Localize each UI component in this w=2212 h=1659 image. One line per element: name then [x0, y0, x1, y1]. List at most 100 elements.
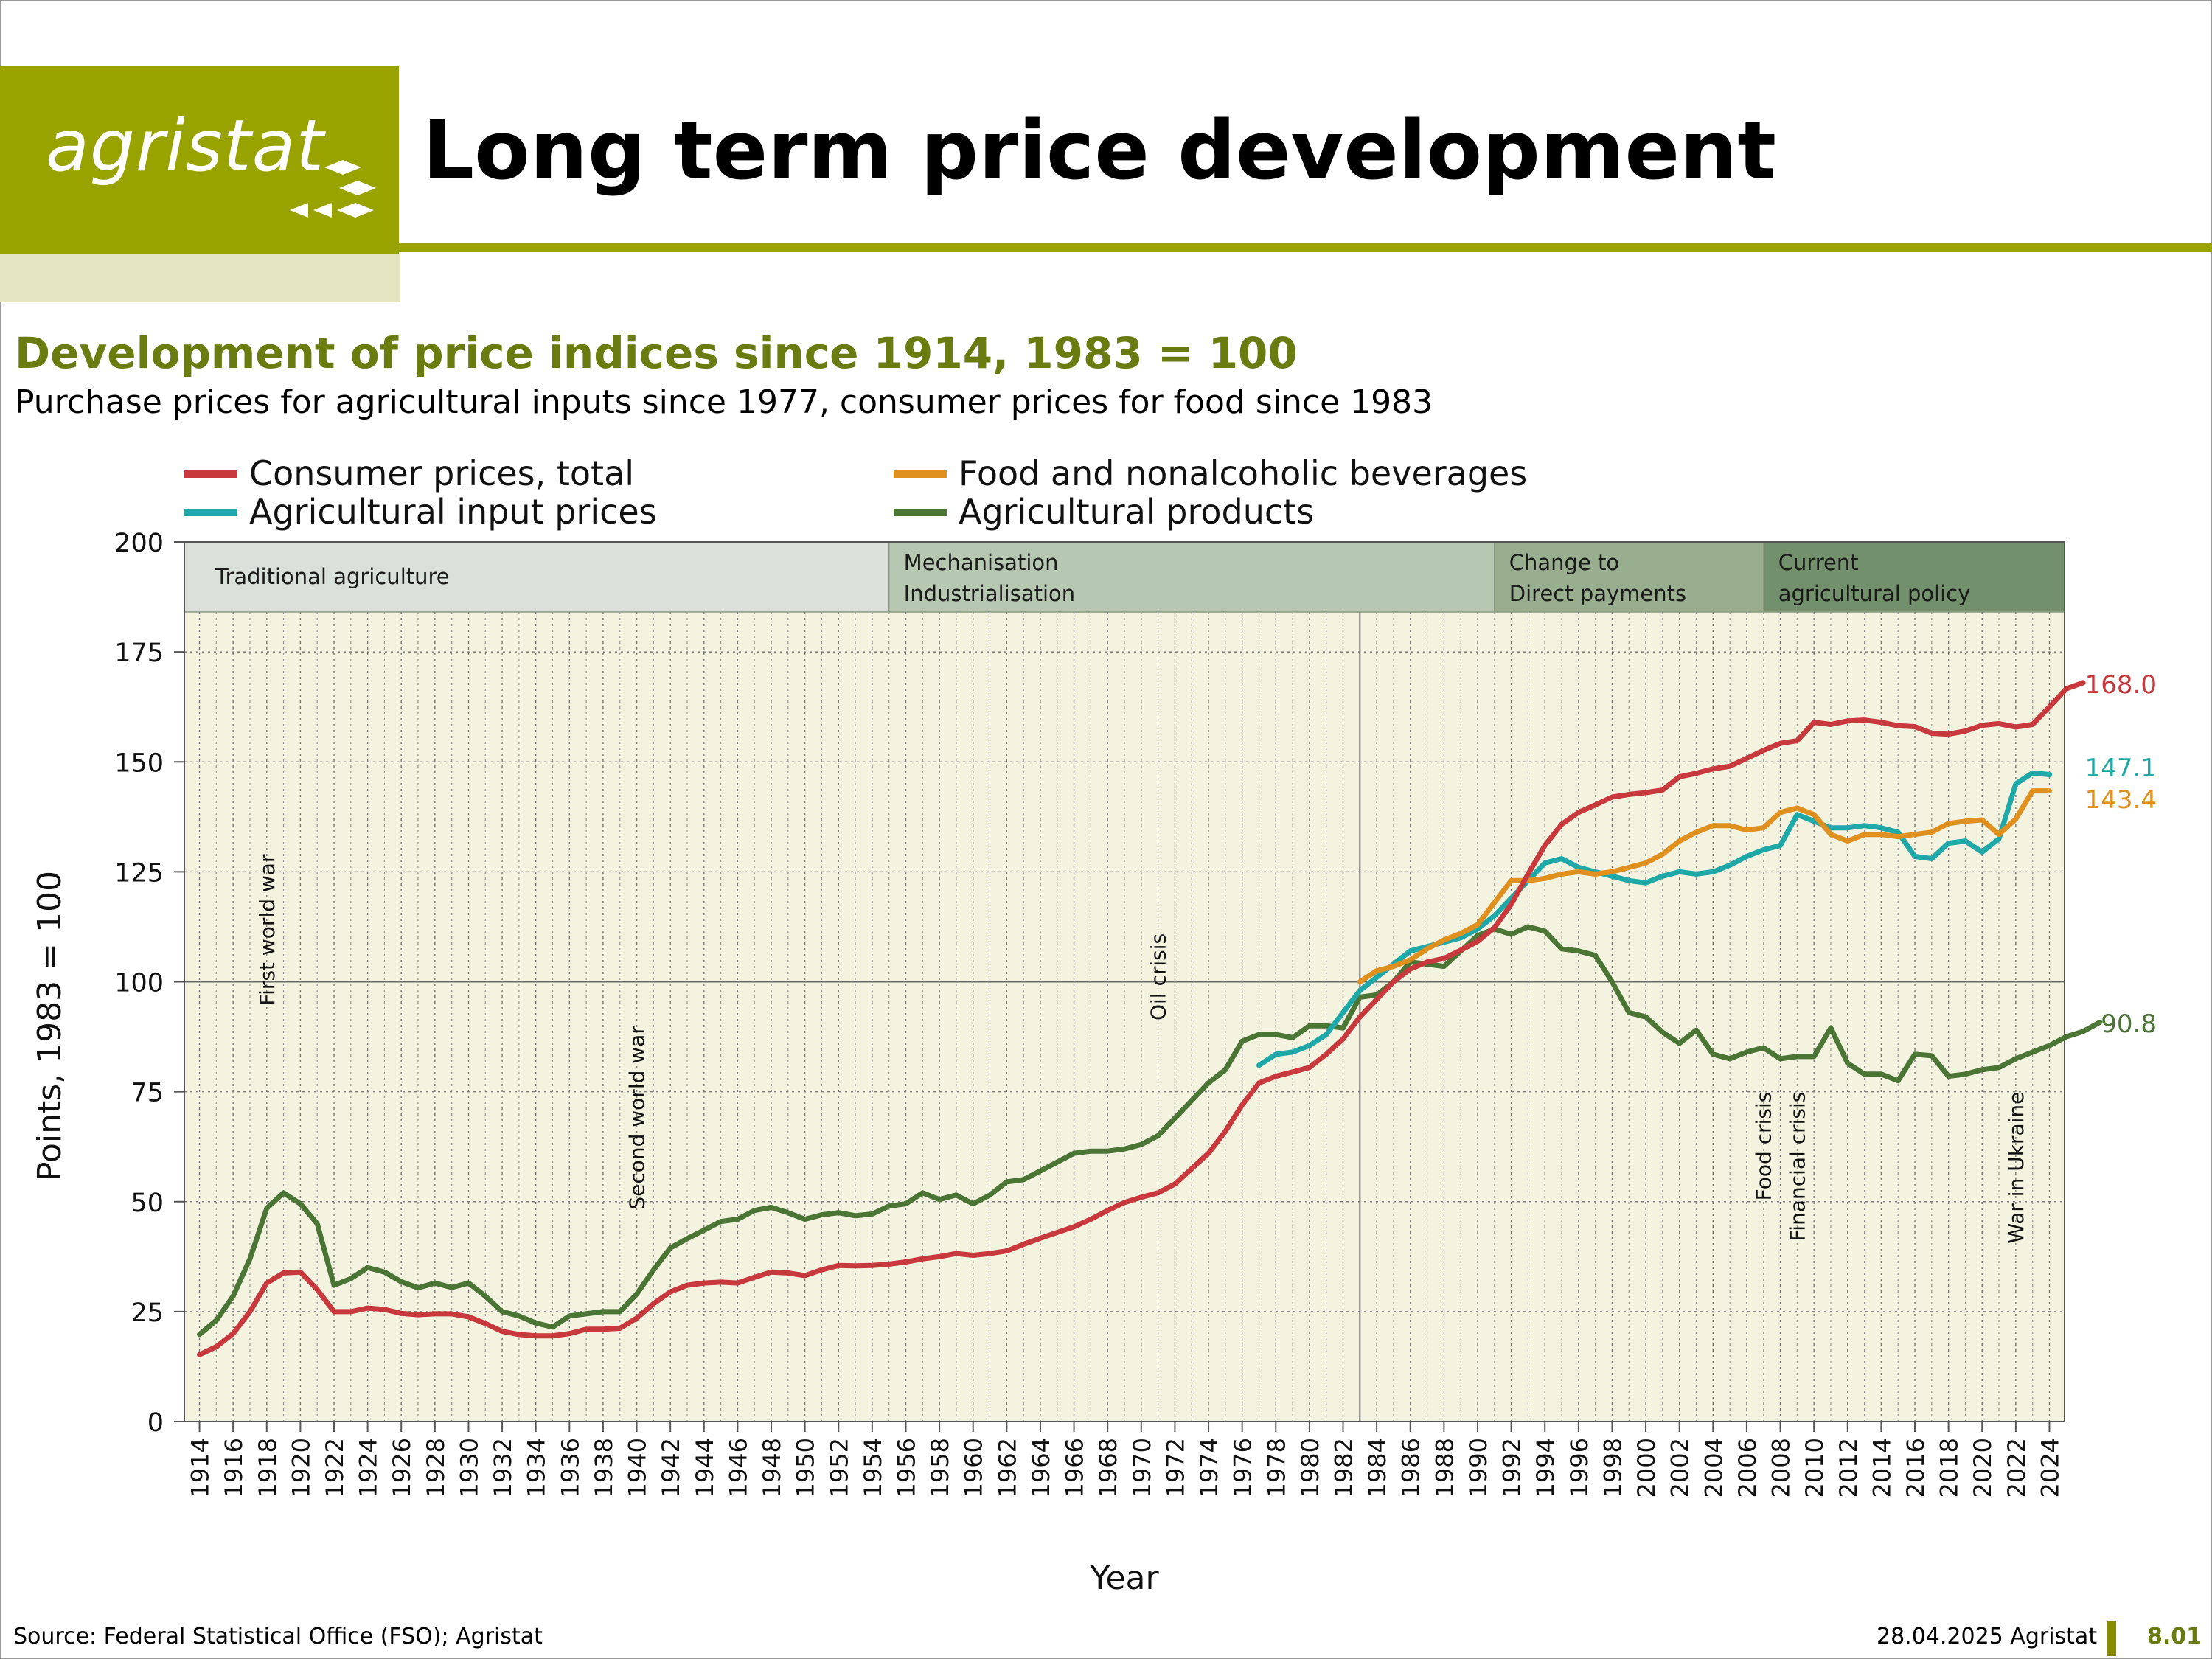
x-tick-label: 1998: [1599, 1438, 1627, 1498]
x-tick-label: 1914: [187, 1438, 215, 1498]
footer-divider: [2107, 1621, 2116, 1656]
period-label: Industrialisation: [904, 581, 1076, 606]
x-tick-label: 1952: [825, 1438, 853, 1498]
x-tick-label: 1930: [455, 1438, 483, 1498]
x-tick-label: 1956: [892, 1438, 920, 1498]
page-number: 8.01: [2147, 1624, 2202, 1649]
y-axis-title: Points, 1983 = 100: [31, 871, 69, 1181]
x-tick-label: 1968: [1094, 1438, 1122, 1498]
x-tick-label: 1958: [926, 1438, 954, 1498]
chart-description: Purchase prices for agricultural inputs …: [15, 383, 1433, 421]
y-tick-label: 200: [114, 529, 164, 558]
period-label: Direct payments: [1509, 581, 1686, 606]
y-tick-label: 50: [131, 1189, 164, 1218]
x-tick-label: 1992: [1498, 1438, 1526, 1498]
source-note: Source: Federal Statistical Office (FSO)…: [13, 1624, 543, 1649]
x-tick-label: 1970: [1128, 1438, 1156, 1498]
end-value-label: 90.8: [2101, 1009, 2157, 1039]
x-tick-label: 1934: [523, 1438, 551, 1498]
x-tick-label: 2010: [1801, 1438, 1829, 1498]
logo-underlay: [0, 254, 400, 302]
event-annotation: Food crisis: [1752, 1092, 1776, 1201]
x-tick-label: 2016: [1902, 1438, 1930, 1498]
x-tick-label: 1940: [624, 1438, 652, 1498]
y-tick-label: 150: [114, 748, 164, 778]
x-tick-label: 2014: [1868, 1438, 1896, 1498]
event-annotation: First world war: [255, 854, 279, 1006]
y-tick-label: 175: [114, 639, 164, 668]
x-tick-label: 1924: [355, 1438, 383, 1498]
period-band: [1762, 541, 2065, 613]
event-annotation: Second world war: [625, 1026, 650, 1210]
x-tick-label: 1918: [254, 1438, 282, 1498]
end-value-label: 147.1: [2085, 754, 2157, 783]
x-tick-label: 1986: [1397, 1438, 1425, 1498]
end-value-label: 143.4: [2085, 785, 2157, 815]
y-tick-label: 25: [131, 1298, 164, 1328]
x-tick-label: 1974: [1195, 1438, 1223, 1498]
x-tick-label: 1996: [1565, 1438, 1593, 1498]
event-annotation: Financial crisis: [1785, 1092, 1809, 1242]
x-tick-label: 1972: [1161, 1438, 1189, 1498]
x-tick-label: 1920: [287, 1438, 315, 1498]
x-tick-label: 1946: [724, 1438, 752, 1498]
y-tick-label: 100: [114, 969, 164, 998]
x-tick-label: 1932: [489, 1438, 517, 1498]
legend-label: Agricultural input prices: [249, 492, 657, 532]
legend-label: Agricultural products: [959, 492, 1314, 532]
period-label: agricultural policy: [1778, 581, 1971, 606]
x-axis-title: Year: [1089, 1559, 1159, 1597]
period-band: [184, 541, 890, 613]
series-line-consumer: [197, 680, 2086, 1357]
x-tick-label: 1948: [758, 1438, 786, 1498]
chart-subtitle: Development of price indices since 1914,…: [15, 328, 1298, 378]
period-label: Mechanisation: [904, 550, 1059, 575]
x-tick-label: 1984: [1363, 1438, 1391, 1498]
x-tick-label: 2018: [1935, 1438, 1964, 1498]
x-tick-label: 1936: [556, 1438, 584, 1498]
x-tick-label: 1950: [792, 1438, 820, 1498]
y-tick-label: 125: [114, 858, 164, 888]
x-tick-label: 1962: [993, 1438, 1021, 1498]
x-tick-label: 1916: [220, 1438, 248, 1498]
logo-diamonds-icon: [290, 160, 376, 218]
x-tick-label: 1966: [1061, 1438, 1089, 1498]
x-tick-label: 1990: [1464, 1438, 1492, 1498]
legend-label: Consumer prices, total: [249, 453, 634, 493]
period-label: Change to: [1509, 550, 1619, 575]
x-tick-label: 2004: [1700, 1438, 1728, 1498]
x-tick-label: 2022: [2003, 1438, 2031, 1498]
x-tick-label: 2000: [1632, 1438, 1660, 1498]
page-title: Long term price development: [422, 103, 1776, 198]
legend-label: Food and nonalcoholic beverages: [959, 453, 1527, 493]
x-tick-label: 2012: [1834, 1438, 1863, 1498]
x-tick-label: 1988: [1430, 1438, 1458, 1498]
event-annotation: Oil crisis: [1147, 933, 1171, 1020]
x-tick-label: 1954: [859, 1438, 887, 1498]
end-value-label: 168.0: [2085, 670, 2157, 700]
x-tick-label: 1942: [657, 1438, 685, 1498]
x-tick-label: 1976: [1229, 1438, 1257, 1498]
x-tick-label: 2024: [2036, 1438, 2064, 1498]
x-tick-label: 2020: [1969, 1438, 1997, 1498]
x-tick-label: 1982: [1330, 1438, 1358, 1498]
period-label: Traditional agriculture: [215, 564, 450, 589]
x-tick-label: 1964: [1027, 1438, 1055, 1498]
x-tick-label: 1994: [1531, 1438, 1559, 1498]
period-band: [1494, 541, 1764, 613]
agristat-logo: [0, 66, 399, 254]
period-label: Current: [1778, 550, 1859, 575]
event-annotation: War in Ukraine: [2004, 1092, 2028, 1244]
y-tick-label: 75: [131, 1079, 164, 1108]
logo-text: agristat: [46, 105, 325, 187]
x-tick-label: 1980: [1296, 1438, 1324, 1498]
x-tick-label: 2006: [1733, 1438, 1761, 1498]
x-tick-label: 1938: [590, 1438, 618, 1498]
x-tick-label: 1944: [691, 1438, 719, 1498]
x-tick-label: 2002: [1666, 1438, 1694, 1498]
x-tick-label: 1926: [388, 1438, 416, 1498]
series-line-food: [1357, 788, 2052, 984]
x-tick-label: 1960: [960, 1438, 988, 1498]
series-line-products: [197, 924, 2103, 1338]
